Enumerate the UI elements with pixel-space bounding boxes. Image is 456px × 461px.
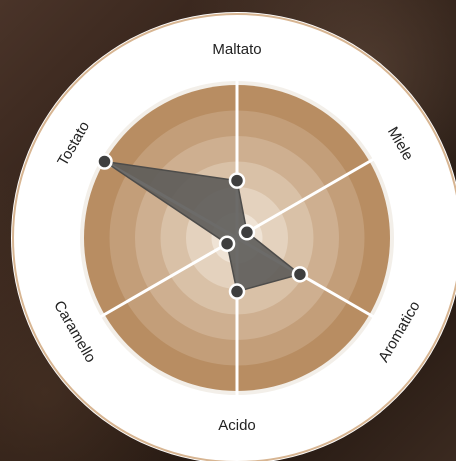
data-point-maltato (228, 172, 246, 189)
spoke-miele (236, 157, 376, 240)
data-point-miele (238, 224, 256, 241)
data-point-acido (228, 283, 246, 300)
data-point-caramello (218, 235, 236, 252)
axis-label-acido: Acido (218, 417, 256, 434)
point-group (96, 153, 309, 300)
data-point-aromatico (291, 266, 309, 283)
axis-label-maltato: Maltato (212, 41, 261, 58)
data-point-tostato (96, 153, 113, 170)
spoke-caramello (98, 236, 238, 319)
outer-border (12, 13, 456, 461)
